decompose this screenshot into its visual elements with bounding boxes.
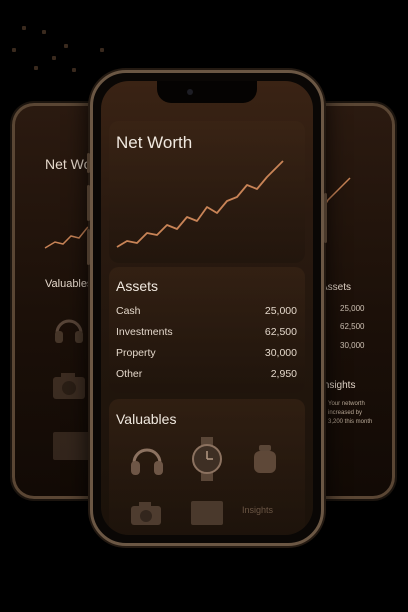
insights-peek-label: Insights [241,505,273,515]
camera-icon[interactable] [129,501,163,525]
app-screen: Net Worth Assets Cash 25,000 Investments… [101,81,313,535]
bag-icon[interactable] [251,443,279,475]
right-insights-title: Insights [321,380,356,391]
asset-label: Cash [116,305,141,317]
right-assets-title: Assets [321,282,352,293]
right-asset-value: 25,000 [340,304,365,313]
headphones-icon[interactable] [127,439,167,479]
assets-title: Assets [116,278,159,294]
asset-value: 25,000 [264,305,297,317]
camera-icon [53,373,85,399]
phone-notch [157,81,257,103]
decor-dot [52,56,56,60]
asset-value: 2,950 [270,368,297,380]
phone-side-button [87,229,90,265]
decor-dot [64,44,68,48]
assets-card[interactable] [109,267,305,393]
right-asset-value: 30,000 [340,341,365,350]
decor-dot [42,30,46,34]
net-worth-title: Net Worth [116,133,193,152]
camera-dot [187,89,193,95]
asset-label: Property [116,347,156,359]
left-valuables-title: Valuables [45,278,93,290]
phone-side-button [87,153,90,173]
right-insights-note: Your networth increased by 3,200 this mo… [328,401,373,425]
decor-dot [100,48,104,52]
laptop-icon [53,432,93,460]
asset-row-investments[interactable]: Investments 62,500 [116,326,297,338]
watch-icon[interactable] [189,437,225,481]
phone-side-button [87,185,90,221]
laptop-icon[interactable] [189,499,225,525]
decor-dot [34,66,38,70]
decor-dot [12,48,16,52]
valuables-title: Valuables [116,411,177,427]
right-asset-value: 62,500 [340,322,365,331]
headphones-icon [55,319,83,343]
asset-row-property[interactable]: Property 30,000 [116,347,297,359]
asset-value: 62,500 [264,326,297,338]
main-phone-mockup: Net Worth Assets Cash 25,000 Investments… [87,70,327,546]
asset-value: 30,000 [264,347,297,359]
asset-label: Investments [116,326,173,338]
asset-row-cash[interactable]: Cash 25,000 [116,305,297,317]
decor-dot [22,26,26,30]
asset-row-other[interactable]: Other 2,950 [116,368,297,380]
decor-dot [72,68,76,72]
asset-label: Other [116,368,143,380]
phone-power-button [324,193,327,243]
net-worth-chart [116,160,284,248]
